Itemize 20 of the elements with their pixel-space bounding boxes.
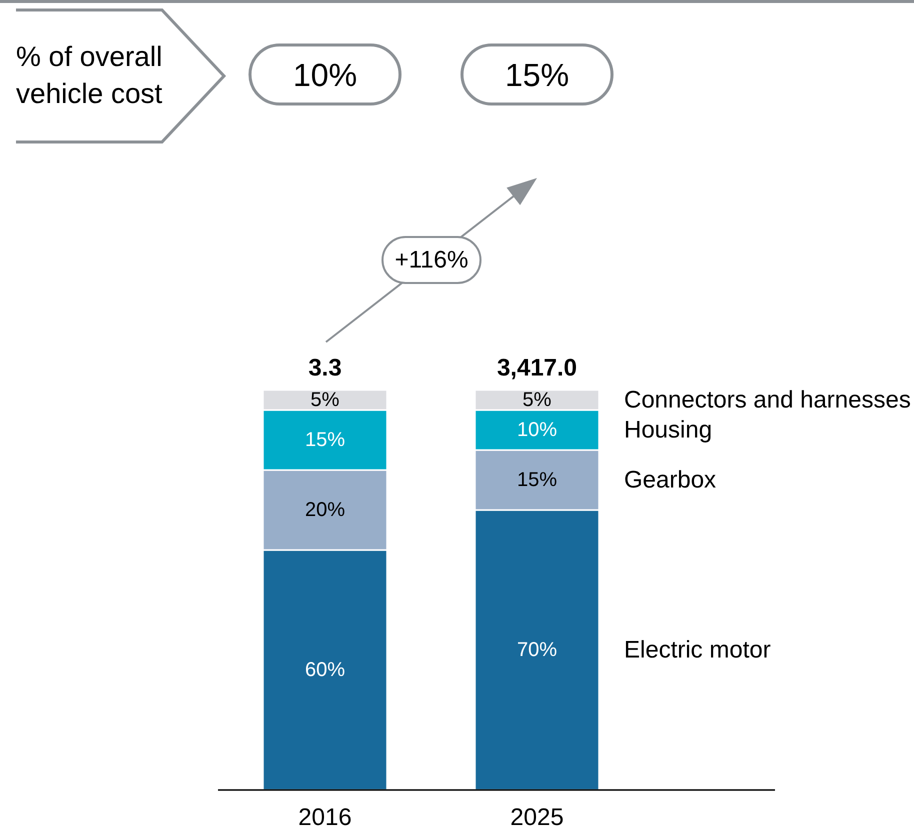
series-label: Gearbox [624,466,716,494]
series-label: Connectors and harnesses [624,386,911,414]
text: 10% [292,57,358,93]
text: +116% [394,246,468,274]
x-tick-label: 2016 [298,804,352,832]
data-label: 15% [516,469,558,491]
text: % of overall vehicle cost [16,40,164,111]
annotation: 3.3 [308,354,342,382]
x-tick-label: 2025 [510,804,564,832]
data-label: 10% [516,419,558,441]
data-label: 20% [304,499,346,521]
data-label: 5% [310,389,340,411]
data-label: 70% [516,639,558,661]
data-label: 15% [304,429,346,451]
series-label: Electric motor [624,636,771,664]
data-label: 60% [304,659,346,681]
series-label: Housing [624,416,712,444]
text: 15% [504,57,570,93]
data-label: 5% [522,389,552,411]
annotation: 3,417.0 [496,354,578,382]
